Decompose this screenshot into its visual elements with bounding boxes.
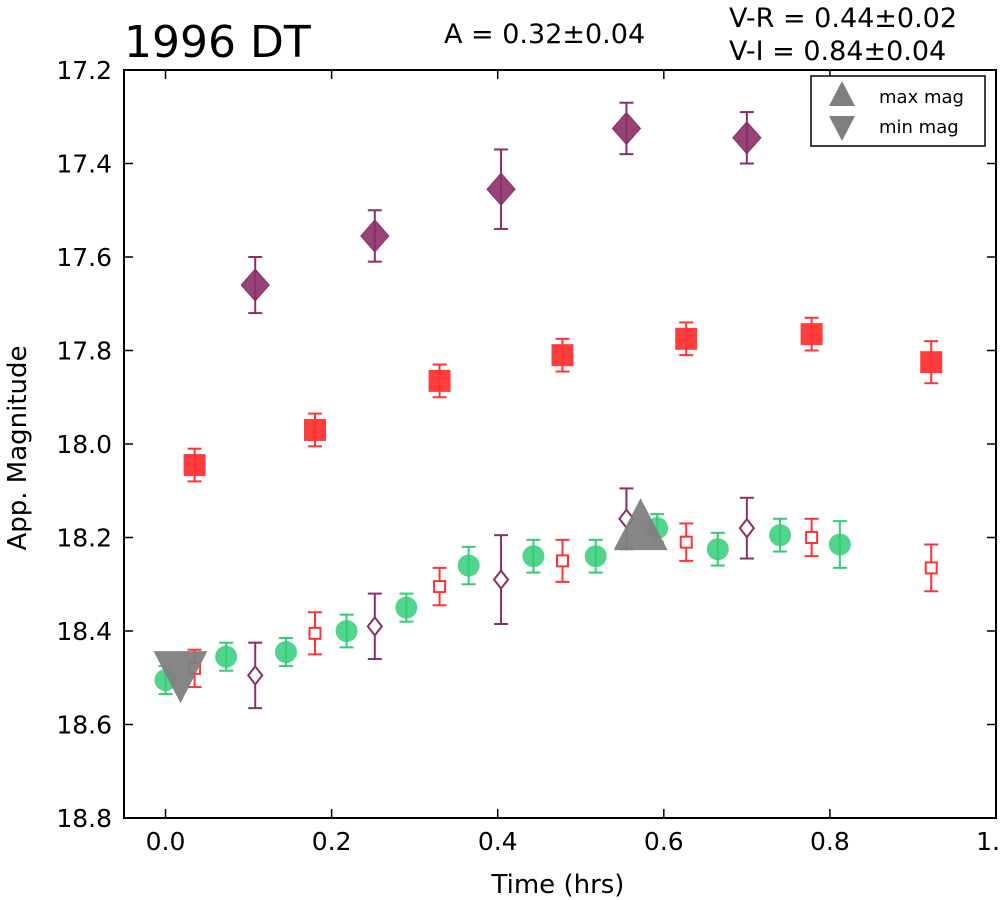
circle-point [215, 645, 238, 668]
square-point [675, 327, 698, 350]
circle-point [274, 641, 297, 664]
x-tick-label: 1.0 [976, 827, 1000, 856]
legend-min-mag-icon [829, 116, 855, 141]
x-tick-label: 0.2 [312, 827, 352, 856]
x-tick-label: 0.6 [644, 827, 684, 856]
x-tick-label: 0.4 [478, 827, 518, 856]
series-0 [240, 101, 762, 315]
circle-point [584, 545, 607, 568]
y-tick-label: 17.2 [56, 56, 112, 85]
circle-point [706, 538, 729, 561]
series-3 [187, 517, 939, 689]
legend-label: min mag [879, 117, 959, 138]
diamond-point [240, 268, 270, 302]
y-tick-label: 17.6 [56, 243, 112, 272]
circle-point [335, 620, 358, 642]
y-tick-label: 17.8 [56, 337, 112, 366]
chart-title: 1996 DT [124, 17, 311, 68]
square-point [551, 344, 574, 367]
x-tick-label: 0.8 [810, 827, 850, 856]
open-square-point [805, 531, 819, 544]
open-diamond-point [492, 568, 510, 591]
square-point [920, 351, 943, 374]
min-mag-triangle [153, 651, 208, 704]
square-point [428, 369, 451, 392]
diamond-point [732, 121, 762, 155]
x-axis-label: Time (hrs) [491, 870, 625, 900]
y-tick-label: 18.6 [56, 711, 112, 740]
open-square-point [555, 554, 569, 568]
open-square-point [924, 561, 938, 575]
circle-point [457, 554, 480, 577]
diamond-point [611, 111, 642, 146]
diamond-point [486, 172, 516, 206]
series-4 [246, 487, 756, 710]
y-axis-label: App. Magnitude [3, 345, 33, 550]
x-tick-label: 0.0 [146, 827, 186, 856]
y-tick-label: 17.4 [56, 150, 112, 179]
legend: max mag min mag [810, 75, 986, 147]
amplitude-annotation: A = 0.32±0.04 [444, 19, 645, 50]
v-i-annotation: V-I = 0.84±0.04 [729, 36, 946, 67]
square-point [183, 454, 206, 477]
square-point [304, 418, 327, 441]
circle-point [395, 596, 418, 619]
series-1 [183, 316, 943, 483]
chart-marks [153, 101, 943, 710]
axis-ticks: 0.0 0.2 0.4 0.6 0.8 1.0 17.2 17.4 17.6 17.8 18.0 18… [56, 56, 1000, 856]
circle-point [769, 524, 792, 547]
circle-point [522, 545, 545, 568]
y-tick-label: 18.0 [56, 430, 112, 459]
legend-max-mag-icon [829, 81, 855, 106]
y-tick-label: 18.2 [56, 524, 112, 553]
diamond-point [360, 219, 390, 253]
y-tick-label: 18.4 [56, 617, 112, 646]
max-mag-triangle [613, 498, 668, 551]
open-square-point [433, 580, 447, 594]
open-diamond-point [738, 517, 756, 539]
open-diamond-point [246, 664, 264, 687]
legend-label: max mag [879, 87, 964, 108]
open-diamond-point [366, 615, 384, 637]
circle-point [828, 533, 851, 556]
v-r-annotation: V-R = 0.44±0.02 [729, 3, 957, 34]
y-tick-label: 18.8 [56, 804, 112, 833]
open-square-point [679, 535, 693, 549]
open-square-point [308, 626, 322, 640]
square-point [800, 323, 823, 346]
